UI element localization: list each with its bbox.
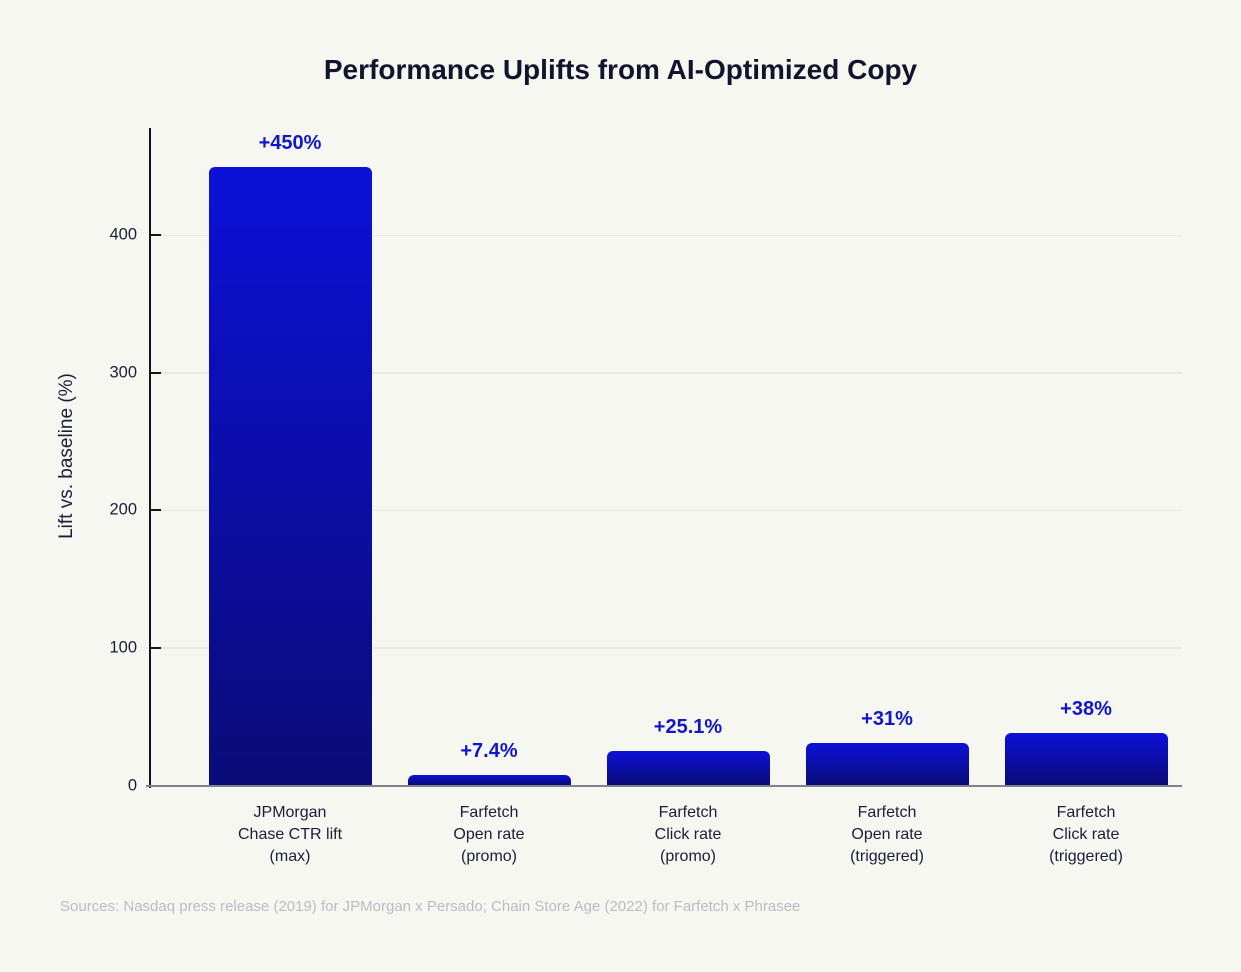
bar-value-label: +7.4% bbox=[460, 740, 518, 763]
bar-farfetch-click-rate-triggered- bbox=[1004, 733, 1168, 786]
bar-value-label: +31% bbox=[861, 707, 913, 730]
gridline-100 bbox=[150, 647, 1182, 649]
x-category-label: Farfetch Open rate (triggered) bbox=[782, 802, 992, 868]
x-category-label-line: (max) bbox=[269, 848, 311, 865]
x-category-label-line: (triggered) bbox=[1049, 848, 1123, 865]
bar-farfetch-open-rate-triggered- bbox=[805, 742, 969, 786]
bar-jpmorgan-chase-ctr-lift-max- bbox=[208, 166, 372, 786]
x-category-label-line: Open rate bbox=[851, 826, 923, 843]
bar-farfetch-open-rate-promo- bbox=[407, 775, 571, 786]
x-category-label: Farfetch Click rate (triggered) bbox=[981, 802, 1191, 868]
x-category-label-line: Click rate bbox=[654, 826, 722, 843]
bar-value-label: +25.1% bbox=[653, 715, 723, 738]
x-category-label-line: (promo) bbox=[659, 848, 716, 865]
x-category-label-line: (triggered) bbox=[850, 848, 924, 865]
y-tick-mark-400 bbox=[150, 234, 161, 237]
x-category-label-line: Farfetch bbox=[1056, 804, 1116, 821]
y-tick-mark-200 bbox=[150, 509, 161, 512]
x-category-label-line: Farfetch bbox=[658, 804, 718, 821]
x-category-label-line: JPMorgan bbox=[253, 804, 327, 821]
x-category-label-line: Chase CTR lift bbox=[237, 826, 343, 843]
y-axis-line bbox=[148, 128, 151, 788]
x-category-label-line: Click rate bbox=[1052, 826, 1120, 843]
bar-value-label: +38% bbox=[1060, 698, 1112, 721]
y-tick-label-200: 200 bbox=[109, 500, 137, 519]
y-tick-label-400: 400 bbox=[109, 225, 137, 244]
gridline-400 bbox=[150, 234, 1182, 237]
y-tick-label-100: 100 bbox=[109, 638, 137, 657]
x-category-label-line: Open rate bbox=[453, 826, 525, 843]
y-tick-label-0: 0 bbox=[127, 776, 137, 794]
x-category-label: Farfetch Open rate (promo) bbox=[384, 802, 594, 868]
x-category-label: Farfetch Click rate (promo) bbox=[583, 802, 793, 868]
x-category-label-line: (promo) bbox=[460, 848, 517, 865]
source-note: Sources: Nasdaq press release (2019) for… bbox=[60, 898, 801, 915]
bar-value-label: +450% bbox=[258, 131, 322, 154]
x-category-label-line: Farfetch bbox=[459, 804, 519, 821]
gridline-200 bbox=[150, 509, 1182, 512]
y-tick-label-300: 300 bbox=[109, 363, 137, 382]
y-tick-mark-100 bbox=[150, 646, 161, 649]
bar-farfetch-click-rate-promo- bbox=[606, 750, 770, 786]
chart-title: Performance Uplifts from AI-Optimized Co… bbox=[323, 54, 918, 85]
x-category-label-line: Farfetch bbox=[857, 804, 917, 821]
x-category-label: JPMorgan Chase CTR lift (max) bbox=[185, 802, 395, 868]
x-axis-line bbox=[146, 784, 1182, 787]
gridline-300 bbox=[150, 372, 1182, 374]
y-tick-mark-300 bbox=[150, 371, 161, 374]
